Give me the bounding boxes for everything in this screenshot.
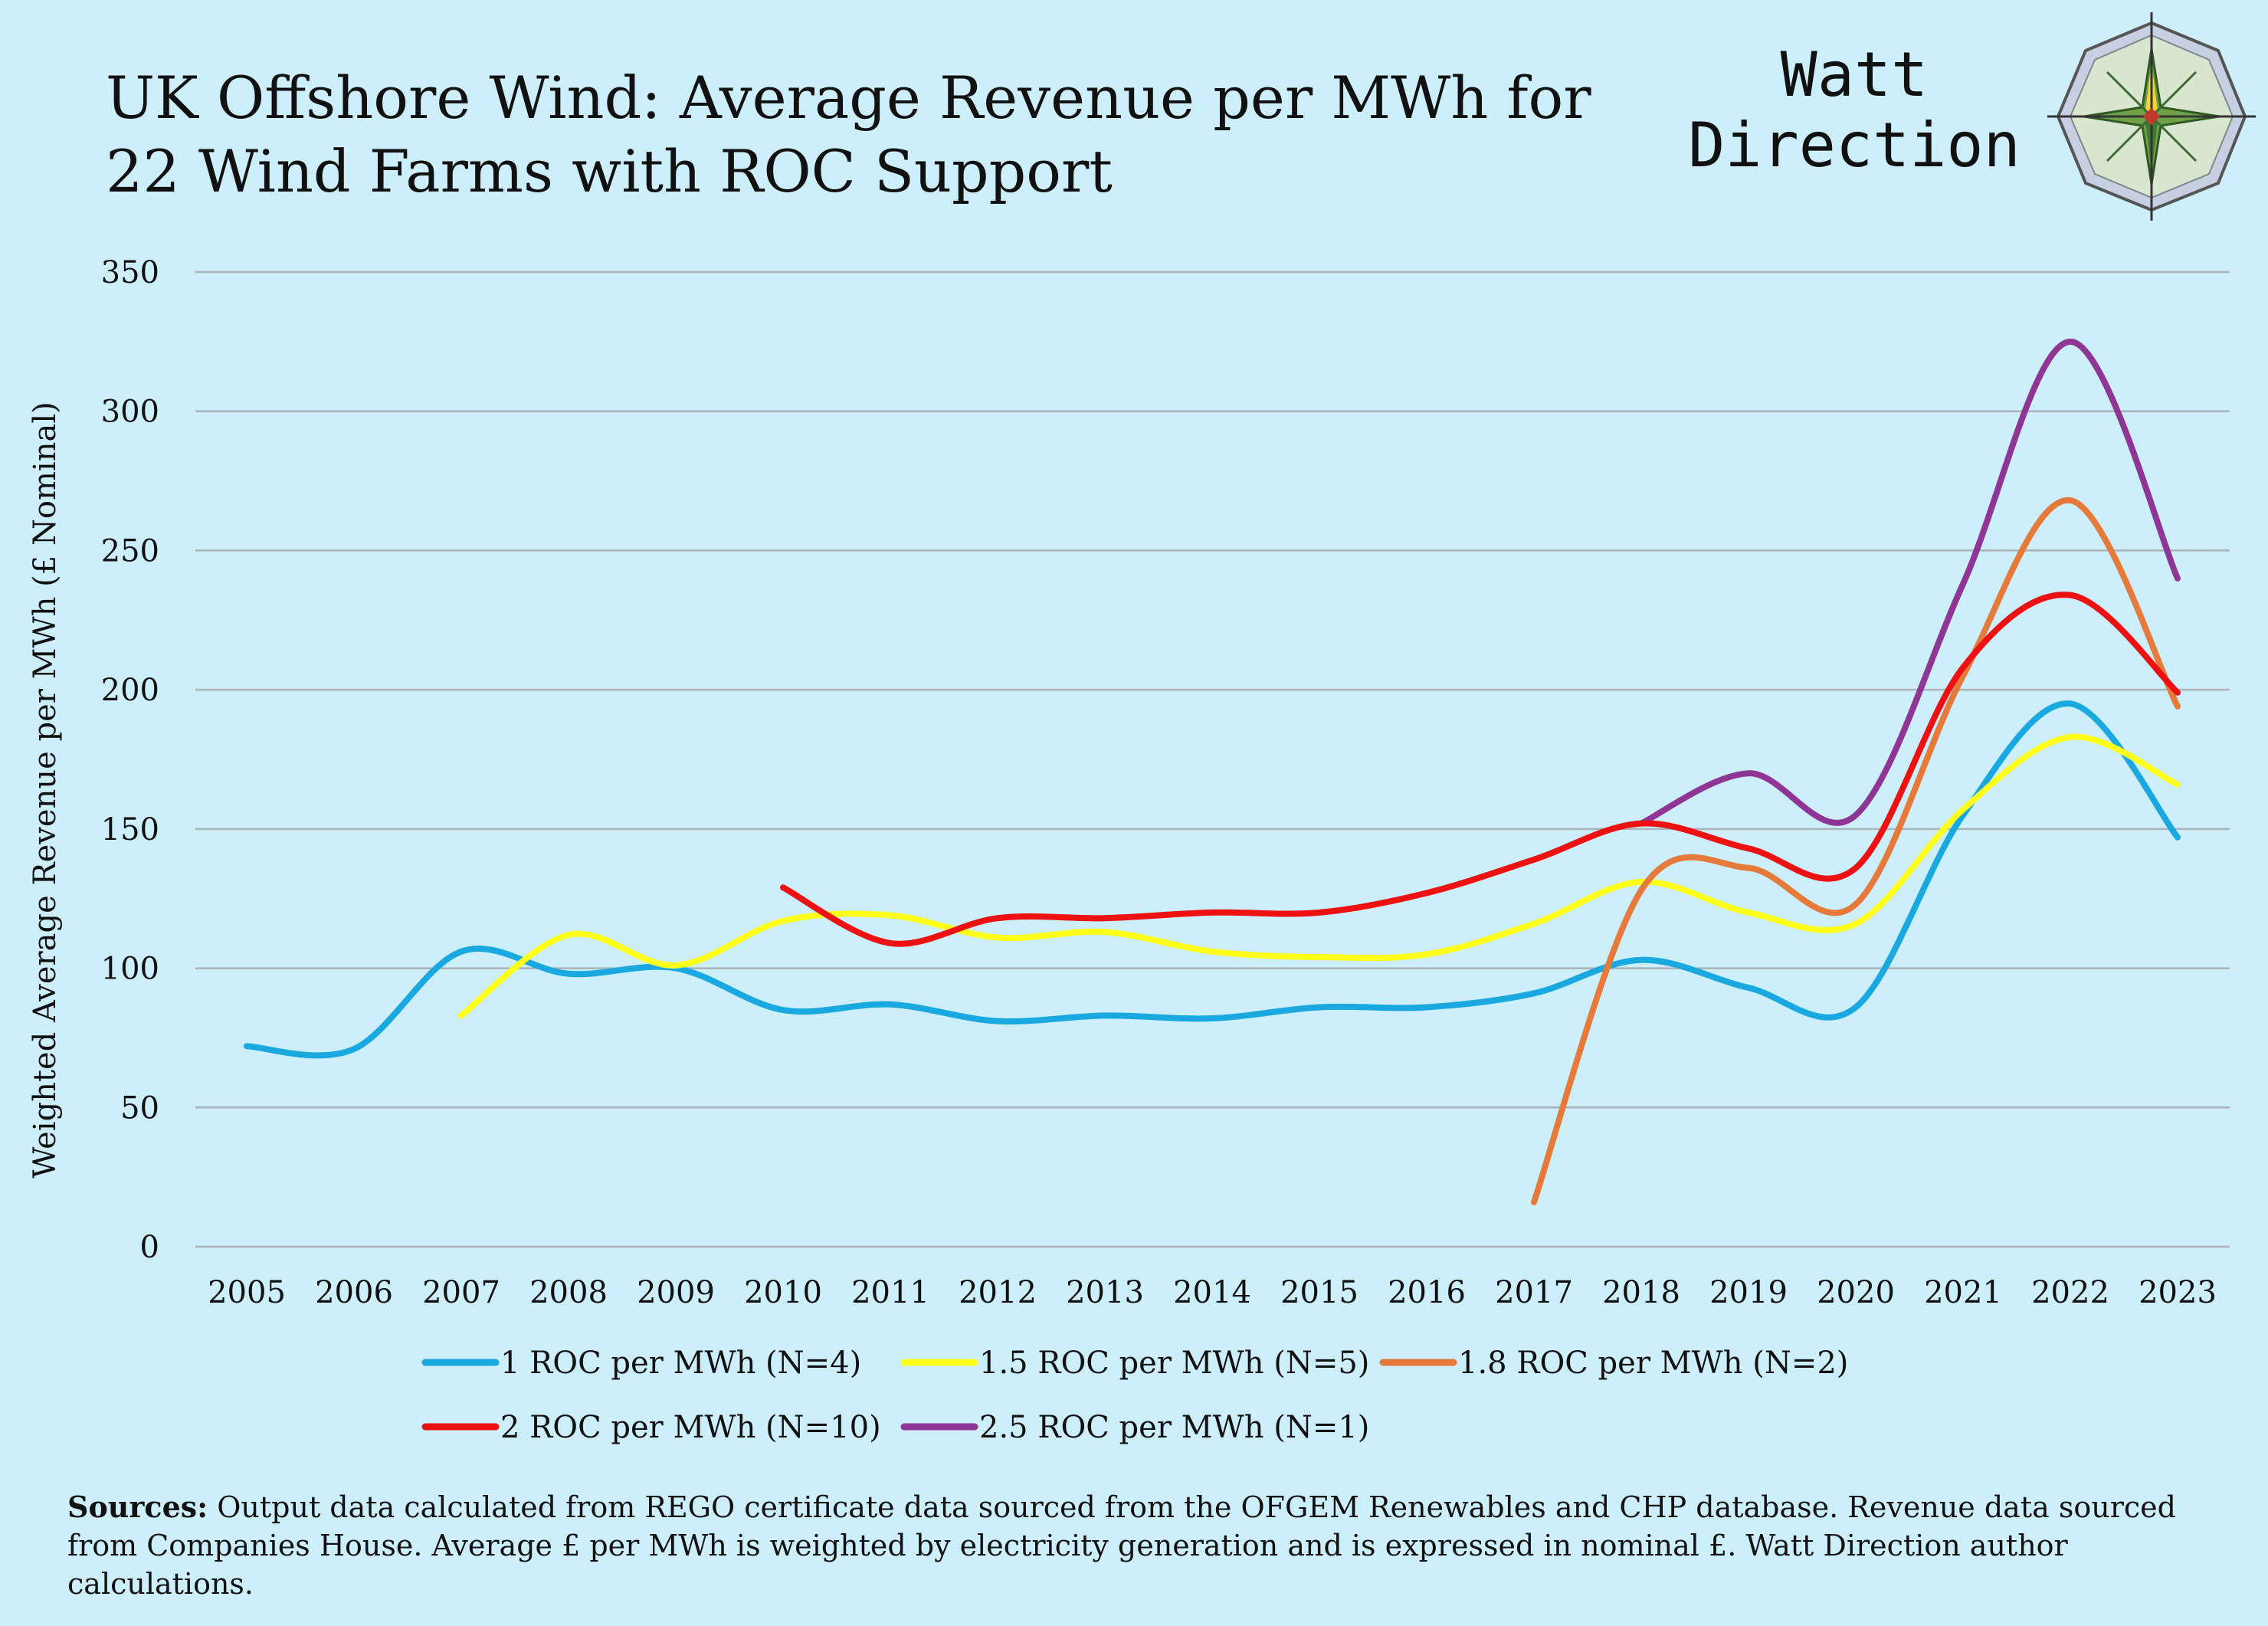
x-tick-label: 2005 xyxy=(208,1275,286,1310)
sources-text: Output data calculated from REGO certifi… xyxy=(67,1490,2176,1601)
x-tick-label: 2006 xyxy=(315,1275,393,1310)
x-tick-label: 2019 xyxy=(1709,1275,1788,1310)
y-tick-label: 0 xyxy=(140,1230,159,1265)
y-tick-label: 100 xyxy=(101,952,159,987)
y-tick-label: 350 xyxy=(101,255,159,290)
x-tick-label: 2016 xyxy=(1388,1275,1466,1310)
series-line-0 xyxy=(244,700,2181,1059)
series-line-3 xyxy=(780,592,2181,947)
y-tick-label: 150 xyxy=(101,812,159,847)
legend-label: 1.5 ROC per MWh (N=5) xyxy=(979,1346,1369,1381)
sources-note: Sources: Output data calculated from REG… xyxy=(67,1488,2213,1603)
legend-label: 2.5 ROC per MWh (N=1) xyxy=(979,1410,1369,1445)
x-tick-label: 2018 xyxy=(1602,1275,1680,1310)
x-tick-label: 2012 xyxy=(959,1275,1037,1310)
x-tick-label: 2014 xyxy=(1173,1275,1251,1310)
x-tick-label: 2009 xyxy=(637,1275,715,1310)
x-tick-label: 2020 xyxy=(1817,1275,1895,1310)
series-line-4 xyxy=(1638,338,2181,827)
x-tick-label: 2007 xyxy=(422,1275,500,1310)
x-tick-label: 2013 xyxy=(1066,1275,1144,1310)
legend-label: 2 ROC per MWh (N=10) xyxy=(500,1410,881,1445)
y-tick-label: 50 xyxy=(120,1090,159,1126)
y-axis-label: Weighted Average Revenue per MWh (£ Nomi… xyxy=(28,402,63,1178)
brand-wordmark: Watt Direction xyxy=(1688,39,2021,181)
legend-label: 1 ROC per MWh (N=4) xyxy=(500,1346,861,1381)
x-tick-label: 2023 xyxy=(2139,1275,2217,1310)
x-tick-label: 2022 xyxy=(2031,1275,2109,1310)
y-tick-label: 200 xyxy=(101,673,159,708)
y-tick-label: 250 xyxy=(101,533,159,569)
series-line-2 xyxy=(1531,497,2181,1205)
chart-title: UK Offshore Wind: Average Revenue per MW… xyxy=(106,64,1591,205)
x-tick-label: 2017 xyxy=(1495,1275,1573,1310)
x-tick-label: 2010 xyxy=(744,1275,822,1310)
y-tick-label: 300 xyxy=(101,395,159,430)
series-line-1 xyxy=(458,733,2181,1019)
x-tick-label: 2008 xyxy=(529,1275,608,1310)
x-tick-label: 2021 xyxy=(1924,1275,2002,1310)
legend-label: 1.8 ROC per MWh (N=2) xyxy=(1458,1346,1848,1381)
x-tick-label: 2015 xyxy=(1280,1275,1359,1310)
compass-rose-icon xyxy=(2047,12,2256,221)
x-tick-label: 2011 xyxy=(851,1275,929,1310)
sources-label: Sources: xyxy=(67,1490,208,1524)
